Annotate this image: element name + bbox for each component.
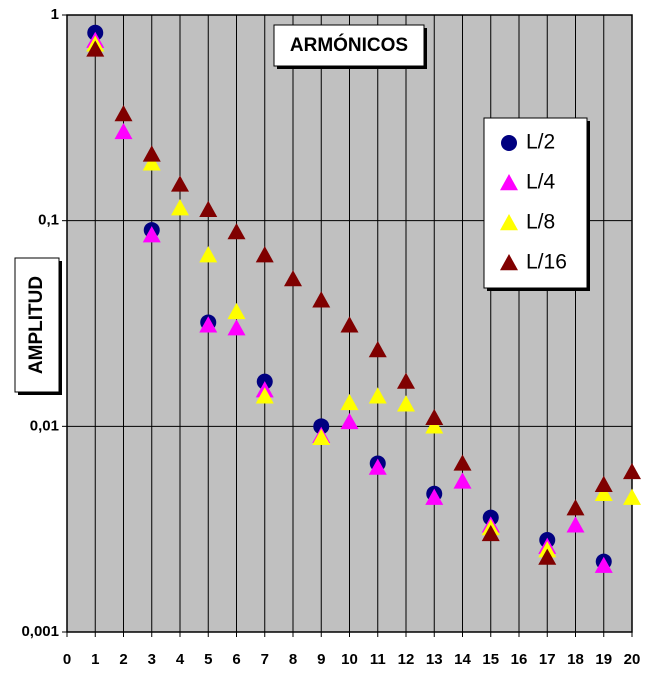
plot-border bbox=[66, 14, 633, 633]
data-point bbox=[566, 499, 585, 516]
data-point bbox=[340, 316, 359, 333]
x-tick-label: 18 bbox=[567, 651, 584, 668]
x-tick-label: 3 bbox=[148, 651, 156, 668]
legend-marker bbox=[500, 174, 518, 191]
x-tick-label: 14 bbox=[454, 651, 471, 668]
legend-label: L/4 bbox=[526, 171, 556, 194]
data-point bbox=[114, 105, 133, 122]
y-label-box bbox=[14, 257, 60, 393]
legend-marker bbox=[501, 135, 517, 151]
x-tick-label: 8 bbox=[289, 651, 297, 668]
data-point bbox=[623, 488, 641, 505]
data-point bbox=[227, 302, 246, 320]
data-point bbox=[425, 417, 444, 434]
data-point bbox=[368, 341, 387, 358]
data-point bbox=[594, 484, 613, 501]
data-point bbox=[425, 408, 444, 426]
data-point bbox=[340, 393, 359, 411]
data-point bbox=[142, 145, 161, 162]
data-point bbox=[199, 246, 218, 263]
x-tick-label: 1 bbox=[91, 651, 99, 668]
data-point bbox=[312, 291, 331, 308]
y-tick-label: 0,001 bbox=[21, 623, 59, 640]
data-point bbox=[312, 428, 331, 445]
data-point bbox=[425, 488, 444, 505]
x-tick-label: 13 bbox=[426, 651, 443, 668]
legend-marker bbox=[500, 214, 518, 231]
data-point bbox=[313, 418, 330, 435]
data-point bbox=[199, 200, 218, 217]
data-point bbox=[566, 516, 585, 533]
data-point bbox=[368, 387, 387, 404]
data-point bbox=[284, 270, 302, 287]
data-point bbox=[340, 412, 359, 430]
chart-title: ARMÓNICOS bbox=[290, 34, 408, 56]
data-point bbox=[397, 395, 415, 412]
x-tick-label: 4 bbox=[176, 651, 185, 668]
data-point bbox=[171, 199, 189, 216]
x-tick-label: 2 bbox=[119, 651, 127, 668]
data-point bbox=[227, 223, 246, 240]
y-tick-label: 0,1 bbox=[38, 212, 59, 229]
legend-label: L/2 bbox=[526, 131, 555, 154]
x-tick-label: 11 bbox=[370, 651, 386, 668]
data-point bbox=[255, 246, 274, 263]
x-tick-label: 10 bbox=[341, 651, 358, 668]
data-point bbox=[481, 524, 500, 542]
data-point bbox=[142, 154, 161, 171]
data-point bbox=[142, 226, 161, 243]
data-point bbox=[114, 122, 133, 140]
x-tick-label: 12 bbox=[398, 651, 415, 668]
legend-label: L/8 bbox=[526, 211, 555, 234]
data-point bbox=[538, 548, 557, 565]
title-box bbox=[273, 24, 425, 67]
data-point bbox=[453, 472, 472, 489]
data-point bbox=[594, 556, 613, 573]
x-tick-label: 20 bbox=[624, 651, 641, 668]
y-tick-label: 0,01 bbox=[30, 417, 59, 434]
data-point bbox=[86, 40, 105, 57]
x-tick-label: 0 bbox=[63, 651, 71, 668]
data-point bbox=[453, 454, 472, 471]
x-tick-label: 15 bbox=[482, 651, 499, 668]
x-tick-label: 5 bbox=[204, 651, 212, 668]
x-tick-label: 7 bbox=[261, 651, 269, 668]
x-tick-label: 19 bbox=[595, 651, 612, 668]
data-point bbox=[199, 316, 218, 333]
legend-box bbox=[483, 117, 588, 289]
data-point bbox=[368, 458, 387, 475]
data-point bbox=[171, 175, 189, 192]
x-tick-label: 17 bbox=[539, 651, 556, 668]
data-point bbox=[623, 462, 641, 480]
data-point bbox=[594, 475, 613, 492]
data-point bbox=[255, 387, 274, 404]
legend-label: L/16 bbox=[526, 251, 567, 274]
x-tick-label: 6 bbox=[232, 651, 240, 668]
y-tick-label: 1 bbox=[51, 6, 59, 23]
legend-marker bbox=[500, 254, 518, 271]
x-tick-label: 16 bbox=[511, 651, 528, 668]
x-tick-label: 9 bbox=[317, 651, 325, 668]
data-point bbox=[227, 319, 246, 336]
data-point bbox=[397, 372, 415, 389]
y-axis-label: AMPLITUD bbox=[26, 276, 47, 374]
